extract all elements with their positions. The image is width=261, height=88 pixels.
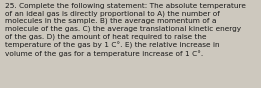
- Text: 25. Complete the following statement: The absolute temperature
of an ideal gas i: 25. Complete the following statement: Th…: [5, 3, 246, 57]
